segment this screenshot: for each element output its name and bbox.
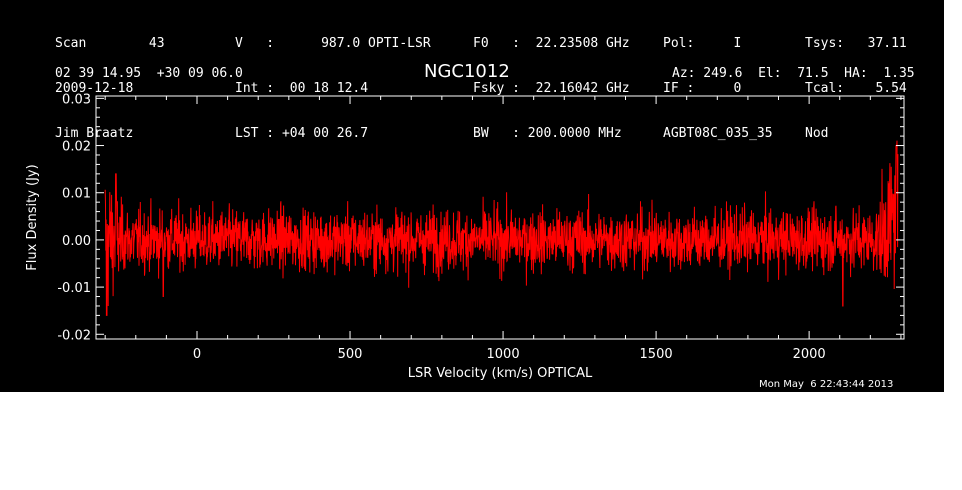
bandwidth-label: BW : 200.0000 MHz	[473, 126, 622, 141]
x-axis-title: LSR Velocity (km/s) OPTICAL	[408, 366, 593, 381]
fsky-label: Fsky : 22.16042 GHz	[473, 81, 630, 96]
header-col-pol: Pol: I IF : 0 AGBT08C_035_35	[663, 6, 773, 171]
x-tick-label: 0	[193, 347, 201, 362]
observer-label: Jim Braatz	[55, 126, 134, 141]
header-col-frequency: F0 : 22.23508 GHz Fsky : 22.16042 GHz BW…	[473, 6, 630, 171]
x-tick-label: 2000	[793, 347, 826, 362]
y-tick-label: -0.02	[57, 328, 91, 343]
x-tick-label: 1000	[487, 347, 520, 362]
scan-label: Scan 43	[55, 36, 165, 51]
y-tick-label: 0.00	[62, 234, 91, 249]
y-tick-label: 0.03	[62, 92, 91, 107]
f0-label: F0 : 22.23508 GHz	[473, 36, 630, 51]
velocity-label: V : 987.0 OPTI-LSR	[235, 36, 431, 51]
procedure-label: Nod	[805, 126, 829, 141]
spectrum-trace	[104, 140, 899, 316]
plot-frame	[95, 95, 905, 340]
y-tick-label: 0.01	[62, 187, 91, 202]
y-tick-label: -0.01	[57, 281, 91, 296]
timestamp-label: Mon May 6 22:43:44 2013	[759, 379, 894, 390]
tsys-label: Tsys: 37.11	[805, 36, 907, 51]
header-col-velocity: V : 987.0 OPTI-LSR Int : 00 18 12.4 LST …	[235, 6, 431, 171]
y-tick-label: 0.02	[62, 140, 91, 155]
coordinates-label: 02 39 14.95 +30 09 06.0	[55, 66, 243, 81]
x-tick-label: 500	[338, 347, 363, 362]
pointing-label: Az: 249.6 El: 71.5 HA: 1.35	[672, 66, 915, 81]
tcal-label: Tcal: 5.54	[805, 81, 907, 96]
source-name: NGC1012	[424, 61, 510, 82]
header-col-scan: Scan 43 2009-12-18 Jim Braatz	[55, 6, 165, 171]
spectrum-plot: 0 500 1000 1500 2000 -0.02 -0.01 0.00 0.01 0.02 0.…	[25, 92, 905, 381]
date-label: 2009-12-18	[55, 81, 134, 96]
if-label: IF : 0	[663, 81, 742, 96]
integration-label: Int : 00 18 12.4	[235, 81, 369, 96]
lst-label: LST : +04 00 26.7	[235, 126, 369, 141]
header-col-tsys: Tsys: 37.11 Tcal: 5.54 Nod	[805, 6, 907, 171]
spectrum-panel: Scan 43 2009-12-18 Jim Braatz V : 987.0 …	[0, 0, 944, 392]
pol-label: Pol: I	[663, 36, 742, 51]
x-tick-label: 1500	[640, 347, 673, 362]
y-axis-title: Flux Density (Jy)	[25, 164, 40, 270]
project-label: AGBT08C_035_35	[663, 126, 773, 141]
